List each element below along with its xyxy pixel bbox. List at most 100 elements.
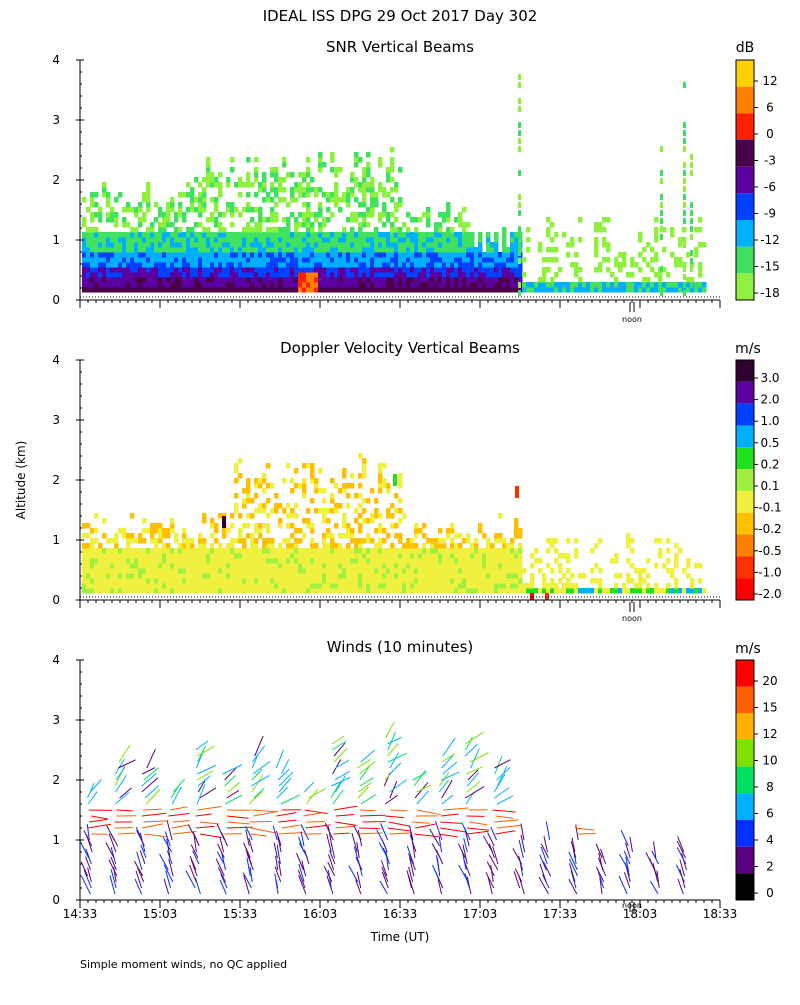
snr-cell bbox=[290, 242, 295, 248]
snr-cell bbox=[494, 287, 499, 293]
snr-cell bbox=[434, 232, 439, 238]
doppler-cell bbox=[654, 583, 659, 589]
snr-cell bbox=[306, 212, 311, 218]
snr-cell bbox=[474, 262, 479, 268]
doppler-cell bbox=[254, 538, 259, 544]
snr-cell bbox=[98, 207, 103, 213]
doppler-cell bbox=[370, 563, 375, 569]
doppler-cell bbox=[374, 508, 379, 514]
doppler-cell bbox=[234, 463, 239, 469]
doppler-cell bbox=[210, 533, 215, 539]
doppler-cell bbox=[694, 588, 699, 594]
doppler-cell bbox=[474, 588, 479, 594]
snr-cell bbox=[270, 282, 275, 288]
colorbar-swatch bbox=[736, 87, 754, 114]
snr-cell bbox=[660, 202, 663, 208]
snr-cell bbox=[166, 287, 171, 293]
doppler-cell bbox=[518, 548, 523, 554]
doppler-cell bbox=[434, 588, 439, 594]
doppler-cell bbox=[378, 573, 383, 579]
wind-barb bbox=[483, 836, 492, 852]
snr-cell bbox=[683, 82, 686, 88]
doppler-cell bbox=[398, 568, 403, 574]
snr-cell bbox=[314, 217, 319, 223]
snr-cell bbox=[502, 277, 507, 283]
snr-cell bbox=[434, 247, 439, 253]
snr-cell bbox=[230, 277, 235, 283]
snr-cell bbox=[474, 252, 479, 258]
doppler-cell bbox=[186, 588, 191, 594]
snr-cell bbox=[642, 257, 647, 263]
snr-cell bbox=[242, 257, 247, 263]
snr-cell bbox=[426, 262, 431, 268]
doppler-cell bbox=[290, 563, 295, 569]
snr-cell bbox=[366, 262, 371, 268]
snr-cell bbox=[206, 272, 211, 278]
doppler-cell bbox=[410, 543, 415, 549]
snr-cell bbox=[202, 237, 207, 243]
wind-barb bbox=[359, 828, 380, 829]
doppler-cell bbox=[218, 553, 223, 559]
doppler-cell bbox=[330, 548, 335, 554]
doppler-cell bbox=[678, 548, 683, 554]
snr-cell bbox=[458, 277, 463, 283]
doppler-cell bbox=[334, 588, 339, 594]
doppler-cell bbox=[218, 558, 223, 564]
doppler-cell bbox=[370, 553, 375, 559]
snr-cell bbox=[683, 290, 686, 296]
snr-cell bbox=[418, 217, 423, 223]
snr-cell bbox=[182, 262, 187, 268]
snr-cell bbox=[502, 227, 507, 233]
snr-cell bbox=[554, 282, 559, 288]
doppler-cell bbox=[470, 553, 475, 559]
doppler-cell bbox=[282, 588, 287, 594]
doppler-cell bbox=[310, 498, 315, 504]
snr-cell bbox=[274, 177, 279, 183]
snr-cell bbox=[386, 167, 391, 173]
snr-cell bbox=[202, 202, 207, 208]
snr-cell bbox=[306, 217, 311, 223]
snr-cell bbox=[506, 262, 511, 268]
snr-cell bbox=[594, 227, 599, 233]
doppler-cell bbox=[522, 568, 527, 574]
doppler-cell bbox=[114, 573, 119, 579]
snr-cell bbox=[94, 262, 99, 268]
doppler-cell bbox=[250, 568, 255, 574]
snr-cell bbox=[374, 202, 379, 208]
doppler-cell bbox=[238, 538, 243, 544]
doppler-cell bbox=[362, 583, 367, 589]
snr-cell bbox=[86, 287, 91, 293]
doppler-cell bbox=[470, 543, 475, 549]
doppler-cell bbox=[490, 578, 495, 584]
doppler-cell bbox=[634, 568, 639, 574]
doppler-cell bbox=[374, 498, 379, 504]
snr-cell bbox=[250, 277, 255, 283]
doppler-cell bbox=[454, 578, 459, 584]
doppler-cell bbox=[378, 473, 383, 479]
doppler-cell bbox=[434, 543, 439, 549]
snr-cell bbox=[322, 232, 327, 238]
doppler-cell bbox=[598, 578, 603, 584]
snr-cell bbox=[294, 197, 299, 203]
doppler-cell bbox=[322, 563, 327, 569]
doppler-cell bbox=[166, 558, 171, 564]
snr-cell bbox=[546, 247, 551, 253]
snr-cell bbox=[486, 232, 491, 238]
doppler-cell bbox=[506, 578, 511, 584]
doppler-cell bbox=[250, 588, 255, 594]
doppler-cell bbox=[122, 553, 127, 559]
snr-cell bbox=[478, 237, 483, 243]
wind-barb bbox=[417, 791, 429, 804]
snr-cell bbox=[478, 242, 483, 248]
doppler-cell bbox=[370, 538, 375, 544]
snr-cell bbox=[270, 267, 275, 273]
snr-cell bbox=[442, 252, 447, 258]
doppler-cell bbox=[470, 563, 475, 569]
snr-cell bbox=[290, 237, 295, 243]
doppler-cell bbox=[138, 578, 143, 584]
doppler-cell bbox=[482, 563, 487, 569]
doppler-cell bbox=[418, 578, 423, 584]
colorbar-label: 0.5 bbox=[760, 436, 779, 450]
snr-cell bbox=[402, 282, 407, 288]
doppler-cell bbox=[418, 563, 423, 569]
